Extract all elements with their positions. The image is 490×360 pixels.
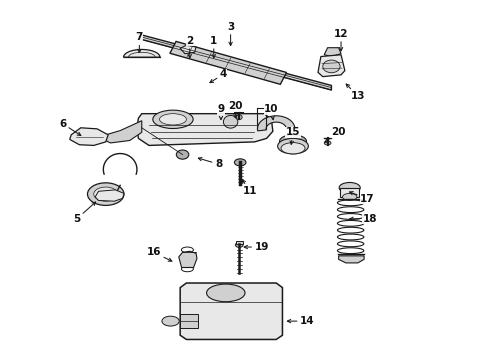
Polygon shape [179,251,197,267]
Ellipse shape [176,150,189,159]
Text: 16: 16 [147,247,172,261]
Text: 14: 14 [287,316,315,326]
Text: 15: 15 [286,127,300,144]
Ellipse shape [324,141,331,145]
Text: 11: 11 [243,180,257,196]
Polygon shape [139,34,331,90]
Text: 6: 6 [59,118,81,135]
Polygon shape [324,48,341,57]
Polygon shape [180,283,282,339]
Bar [236,241,243,244]
Text: 19: 19 [244,242,269,252]
Text: 10: 10 [264,104,279,120]
Text: 8: 8 [198,158,222,169]
Ellipse shape [94,187,118,201]
Ellipse shape [153,110,193,129]
Ellipse shape [339,183,360,193]
Polygon shape [95,190,124,201]
Bar [180,314,198,328]
Text: 5: 5 [74,202,96,224]
Text: 9: 9 [218,104,224,120]
Text: 17: 17 [349,192,375,204]
Ellipse shape [235,242,243,247]
Ellipse shape [160,114,186,125]
Ellipse shape [162,316,179,326]
Ellipse shape [281,143,305,154]
Text: 7: 7 [136,32,143,53]
Polygon shape [180,45,196,54]
Polygon shape [257,116,295,131]
Ellipse shape [343,193,357,201]
Polygon shape [103,121,142,143]
Polygon shape [339,256,364,263]
Text: 12: 12 [334,28,348,51]
Ellipse shape [207,284,245,302]
Text: 2: 2 [186,36,194,58]
Ellipse shape [88,183,124,206]
Ellipse shape [234,159,246,166]
Polygon shape [70,128,108,145]
Polygon shape [318,55,345,77]
Polygon shape [170,41,287,84]
Ellipse shape [323,60,340,73]
Text: 1: 1 [210,36,218,58]
Text: 4: 4 [210,69,227,83]
Polygon shape [137,114,273,145]
Ellipse shape [280,135,306,148]
Bar [340,188,359,197]
Polygon shape [123,49,160,57]
Text: 13: 13 [346,84,365,101]
Ellipse shape [278,138,308,154]
Ellipse shape [236,115,242,120]
Text: 18: 18 [350,214,377,224]
Text: 20: 20 [325,127,346,143]
Text: 20: 20 [228,101,243,118]
Ellipse shape [223,116,238,128]
Text: 3: 3 [227,22,234,45]
